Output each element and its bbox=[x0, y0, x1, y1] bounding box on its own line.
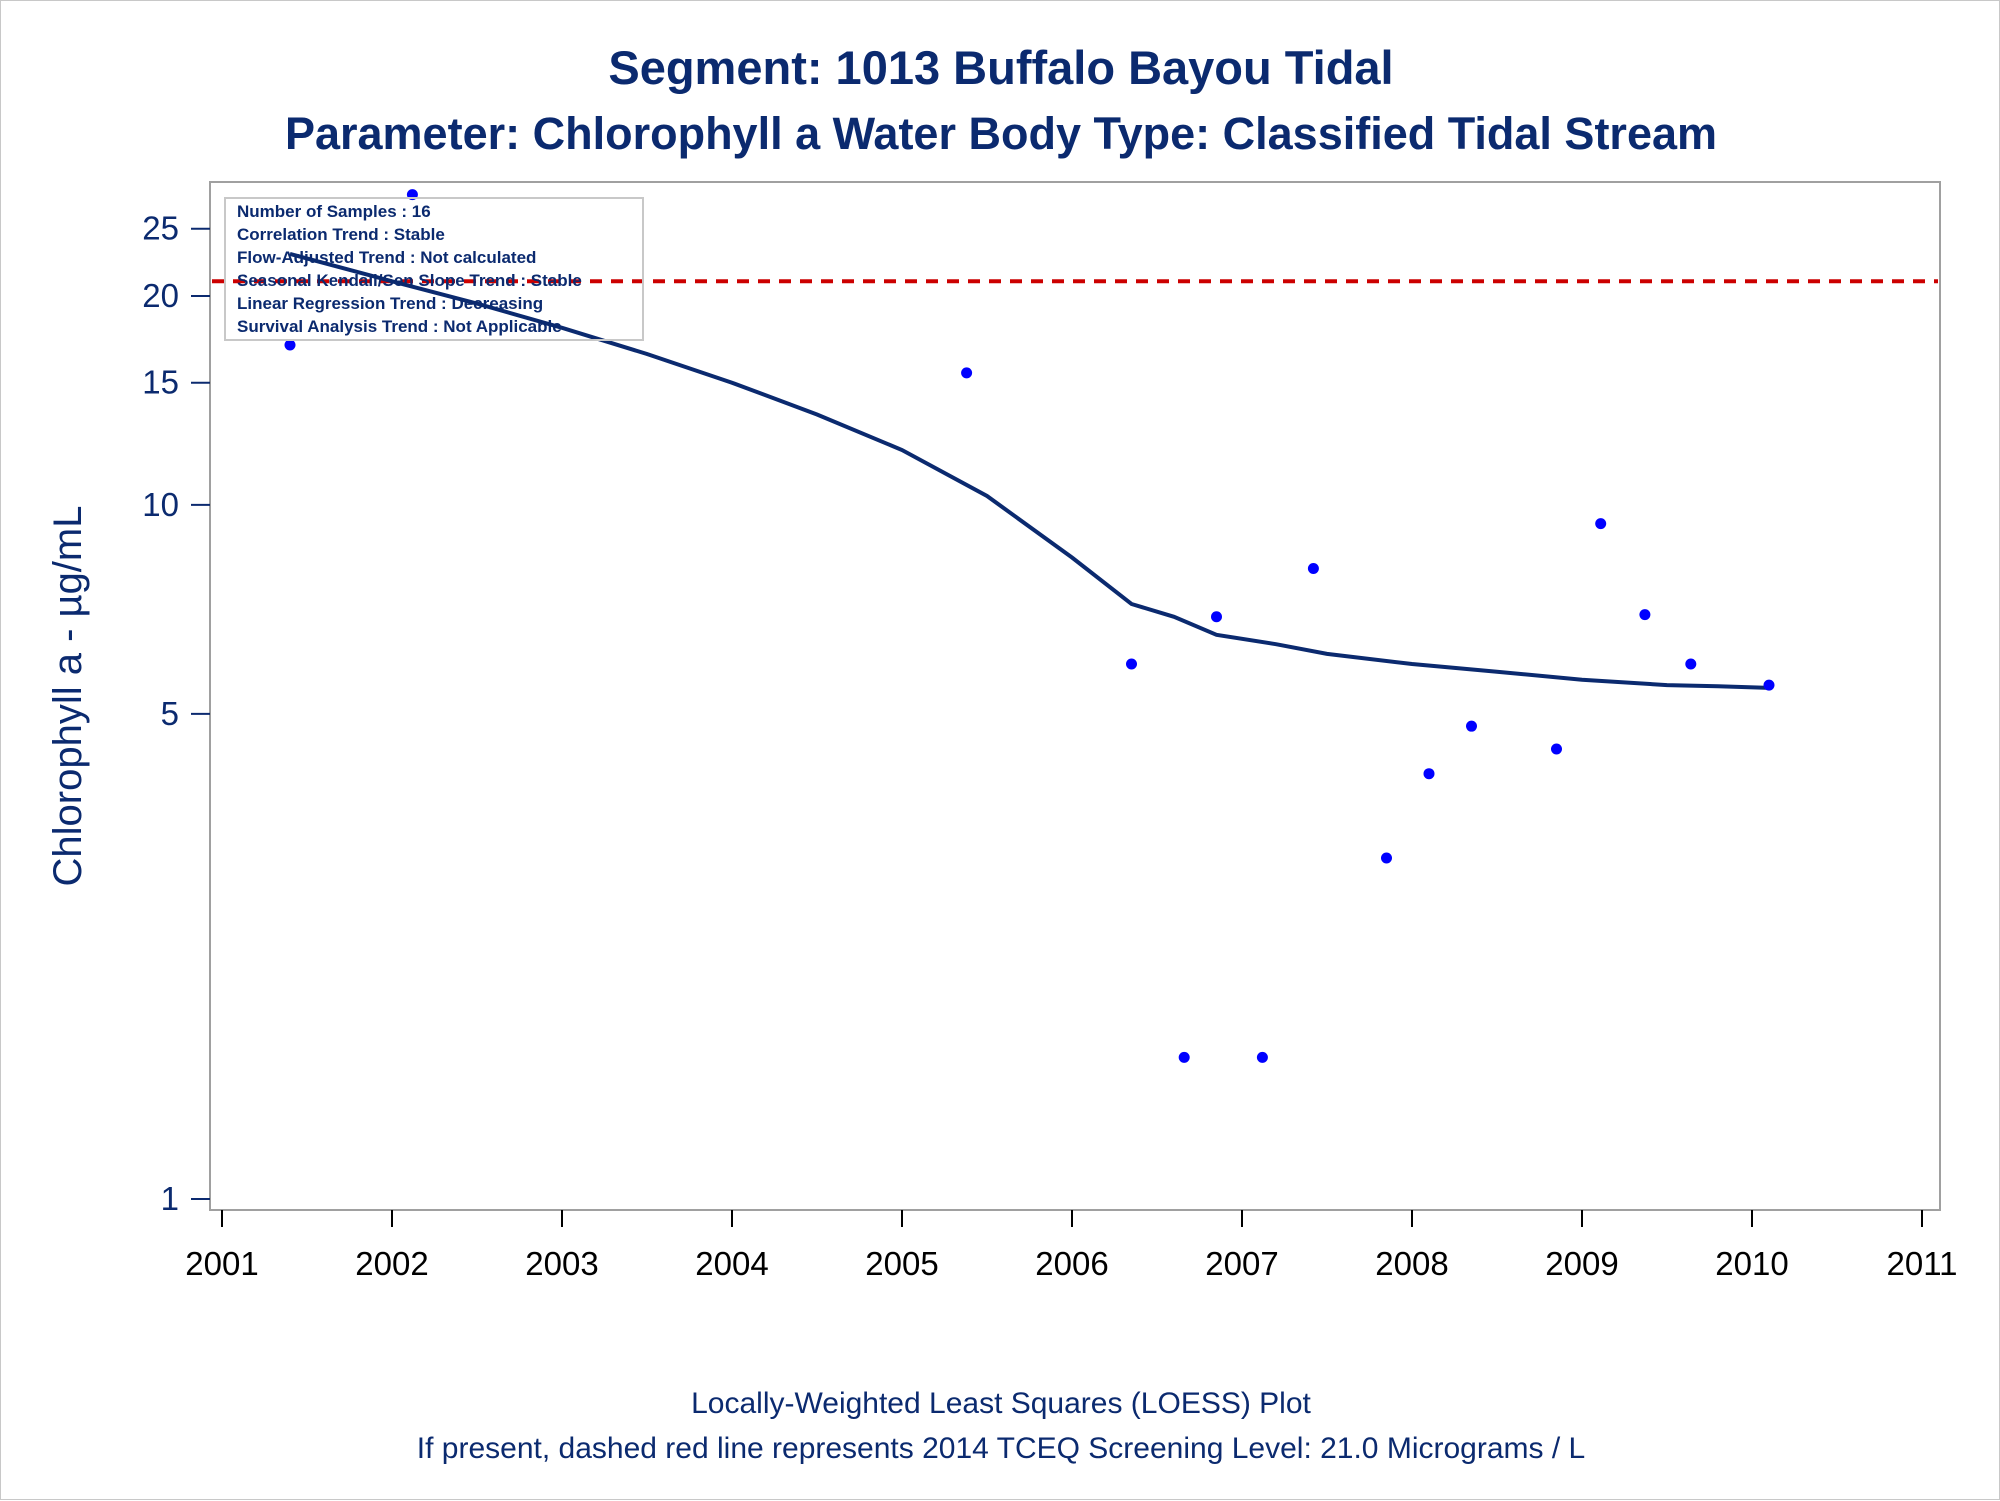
x-tick-label: 2006 bbox=[1035, 1245, 1108, 1282]
data-point bbox=[1178, 1051, 1190, 1063]
stats-line: Survival Analysis Trend : Not Applicable bbox=[237, 317, 562, 336]
y-tick-label: 15 bbox=[142, 364, 179, 401]
stats-line: Seasonal Kendall/Sen Slope Trend : Stabl… bbox=[237, 271, 582, 290]
x-tick-label: 2003 bbox=[525, 1245, 598, 1282]
y-tick-label: 5 bbox=[161, 695, 179, 732]
data-point bbox=[961, 367, 973, 379]
chart-subtitle: Parameter: Chlorophyll a Water Body Type… bbox=[285, 108, 1717, 159]
x-tick-label: 2002 bbox=[355, 1245, 428, 1282]
data-point bbox=[1551, 743, 1562, 755]
x-tick-label: 2009 bbox=[1545, 1245, 1618, 1282]
stats-box-border bbox=[224, 197, 644, 341]
footnote-screening: If present, dashed red line represents 2… bbox=[417, 1432, 1585, 1465]
y-tick-label: 20 bbox=[142, 277, 179, 314]
stats-line: Linear Regression Trend : Decreasing bbox=[237, 294, 543, 313]
x-tick-label: 2008 bbox=[1375, 1245, 1448, 1282]
data-point bbox=[1423, 768, 1435, 780]
chart-title: Segment: 1013 Buffalo Bayou Tidal bbox=[608, 41, 1393, 94]
data-point bbox=[284, 339, 296, 351]
data-point bbox=[1381, 852, 1392, 864]
stats-box: Number of Samples : 16 Correlation Trend… bbox=[224, 197, 644, 341]
y-tick-label: 10 bbox=[142, 486, 179, 523]
x-tick-label: 2011 bbox=[1887, 1245, 1958, 1282]
data-point bbox=[1639, 609, 1651, 621]
data-point bbox=[1595, 518, 1607, 530]
data-point bbox=[1211, 611, 1222, 623]
plot-area-frame bbox=[209, 181, 1941, 1211]
x-axis: 2001 2002 2003 2004 2005 2006 2007 2008 2009 2010… bbox=[185, 1210, 1957, 1282]
y-tick-label: 25 bbox=[142, 210, 179, 247]
data-point bbox=[1763, 679, 1775, 691]
x-tick-label: 2001 bbox=[185, 1245, 258, 1282]
loess-curve bbox=[289, 251, 1770, 690]
data-point bbox=[1256, 1051, 1268, 1063]
x-tick-label: 2004 bbox=[695, 1245, 768, 1282]
stats-line: Correlation Trend : Stable bbox=[237, 225, 445, 244]
x-tick-label: 2005 bbox=[865, 1245, 938, 1282]
stats-line: Flow-Adjusted Trend : Not calculated bbox=[237, 248, 536, 267]
y-axis-label: Chlorophyll a - µg/mL bbox=[46, 506, 90, 887]
data-point bbox=[1685, 658, 1697, 670]
y-tick-label: 1 bbox=[161, 1180, 179, 1217]
x-tick-label: 2007 bbox=[1205, 1245, 1278, 1282]
stats-line: Number of Samples : 16 bbox=[237, 202, 431, 221]
footnote-loess: Locally-Weighted Least Squares (LOESS) P… bbox=[691, 1387, 1311, 1420]
x-tick-label: 2010 bbox=[1715, 1245, 1788, 1282]
data-point bbox=[1126, 658, 1137, 670]
data-point bbox=[1307, 562, 1319, 574]
data-point bbox=[1466, 720, 1477, 732]
